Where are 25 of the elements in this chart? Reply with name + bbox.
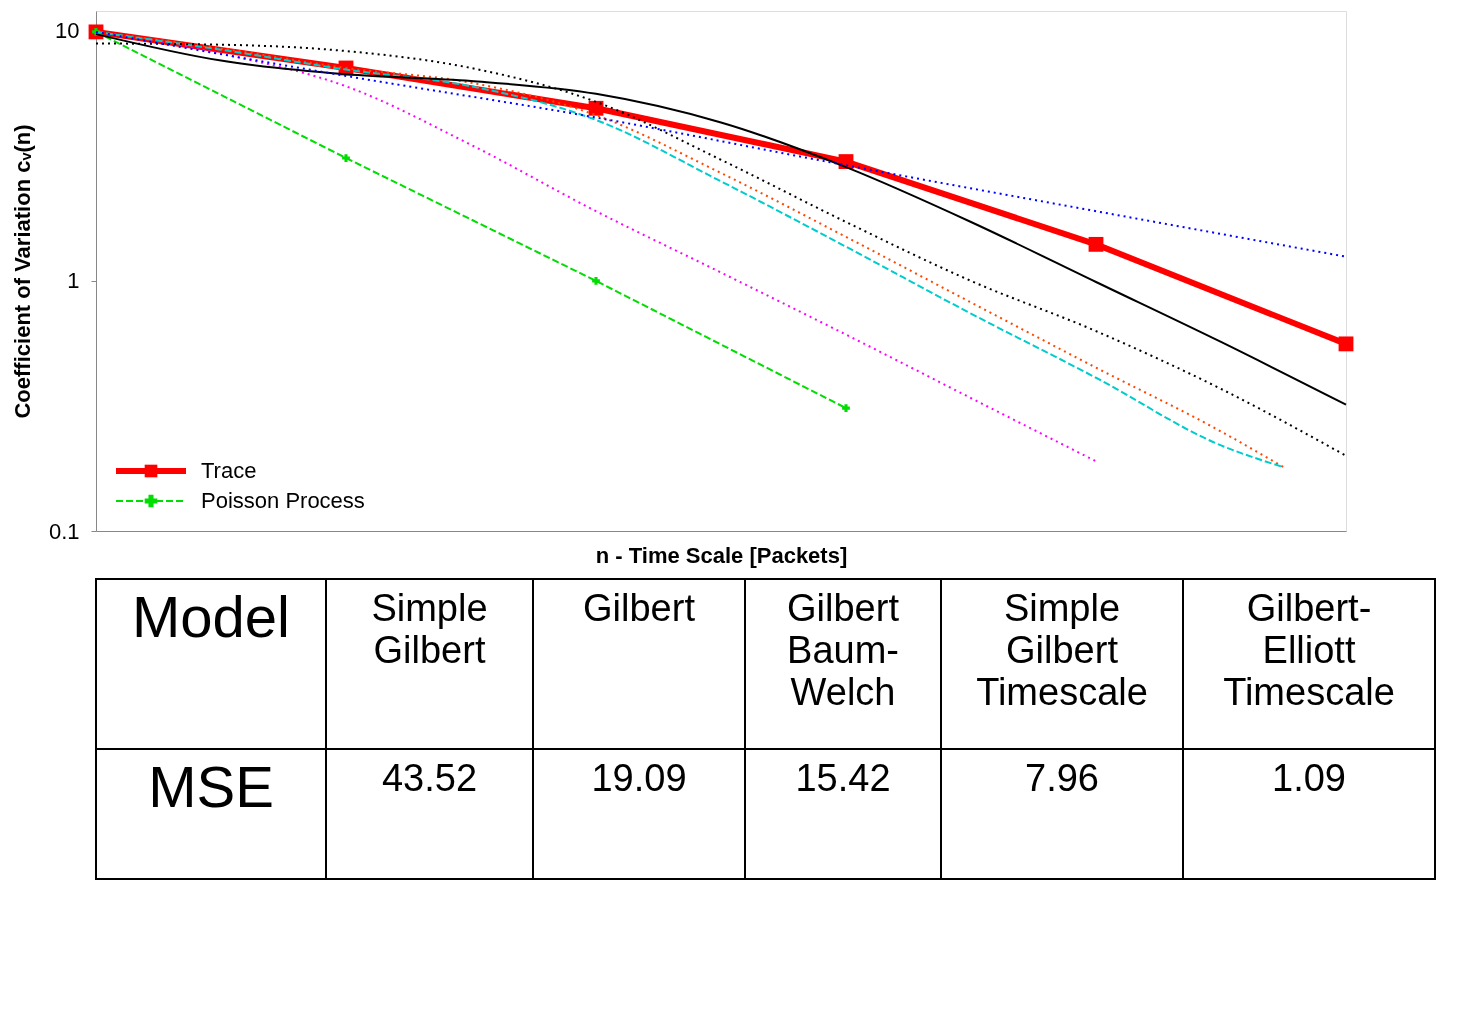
text: Simple Gilbert Timescale [976, 587, 1148, 713]
y-tick-label: 10 [55, 18, 80, 44]
y-tick-label: 1 [67, 268, 80, 294]
point [342, 154, 350, 162]
y-tick-label: 0.1 [48, 518, 80, 544]
text: Gilbert [583, 587, 696, 629]
text: Gilbert Baum-Welch [787, 587, 900, 713]
point [592, 277, 600, 285]
text: 19.09 [591, 757, 687, 799]
text: 1.09 [1272, 757, 1346, 799]
text: 43.52 [381, 757, 478, 799]
legend-label: Poisson Process [201, 488, 365, 513]
x-axis-title: n - Time Scale [Packets] [595, 542, 848, 568]
point [588, 100, 604, 116]
point [842, 404, 850, 412]
text: 15.42 [795, 757, 891, 799]
text: Simple Gilbert [371, 587, 488, 671]
legend-label: Trace [201, 458, 257, 483]
text: Model [132, 584, 290, 649]
point [1088, 236, 1104, 252]
point [1338, 336, 1354, 352]
text: MSE [148, 754, 274, 819]
y-axis-title: Coefficient of Variation cᵥ(n) [9, 124, 35, 419]
text: 7.96 [1025, 757, 1099, 799]
text: Gilbert-Elliott Timescale [1223, 587, 1395, 713]
